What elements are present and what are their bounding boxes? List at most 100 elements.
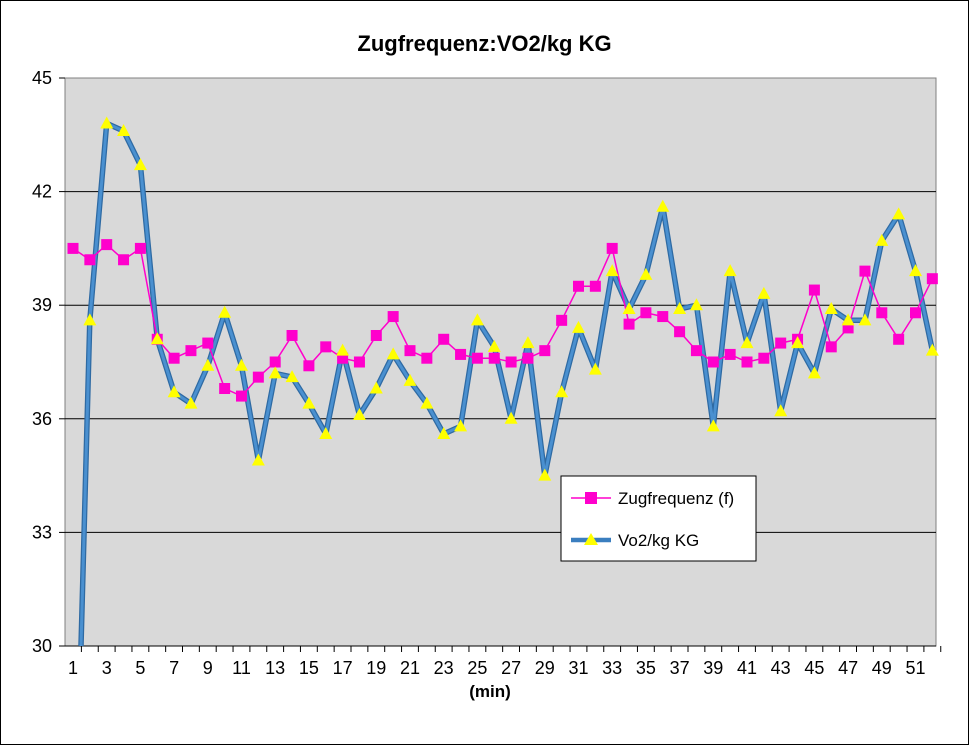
zugfrequenz-point-46 [825, 341, 837, 353]
zugfrequenz-point-19 [370, 329, 382, 341]
vo2-point-40 [723, 264, 737, 277]
vo2-point-24 [454, 419, 468, 432]
x-axis-label: (min) [469, 682, 511, 701]
x-tick-label-43: 43 [771, 658, 791, 678]
vo2-point-35 [639, 267, 653, 280]
zugfrequenz-point-20 [387, 311, 399, 323]
vo2-point-34 [622, 301, 636, 314]
x-axis: 1 3 5 7 9 11 13 15 17 19 21 23 25 27 29 31 33 35 37 39 41 43 4… [65, 645, 942, 678]
zugfrequenz-point-42 [758, 352, 770, 364]
vo2-point-39 [706, 419, 720, 432]
zugfrequenz-point-26 [488, 352, 500, 364]
vo2-point-17 [336, 343, 350, 356]
vo2-point-30 [555, 385, 569, 398]
vo2-point-32 [588, 362, 602, 375]
zugfrequenz-point-31 [573, 280, 584, 292]
legend-marker-vo2 [584, 533, 598, 545]
zugfrequenz-point-22 [421, 352, 433, 364]
x-tick-label-33: 33 [602, 658, 622, 678]
y-tick-label-33: 33 [32, 522, 52, 542]
vo2-point-45 [807, 366, 821, 379]
vo2-point-9 [201, 358, 215, 371]
zugfrequenz-point-4 [118, 254, 130, 266]
zugfrequenz-point-5 [134, 242, 146, 254]
vo2-point-3 [100, 116, 114, 129]
x-tick-label-27: 27 [501, 658, 521, 678]
x-tick-label-25: 25 [467, 658, 487, 678]
zugfrequenz-point-30 [556, 314, 568, 326]
zugfrequenz-point-43 [775, 337, 787, 349]
zugfrequenz-point-24 [455, 348, 467, 360]
vo2-point-10 [218, 305, 232, 318]
zugfrequenz-point-40 [724, 348, 736, 360]
vo2-point-8 [184, 396, 198, 409]
vo2-point-25 [470, 313, 484, 326]
y-tick-label-36: 36 [32, 409, 52, 429]
vo2-point-29 [538, 468, 552, 481]
vo2-point-44 [791, 336, 805, 349]
x-tick-label-21: 21 [400, 658, 420, 678]
zugfrequenz-point-2 [84, 254, 96, 266]
x-tick-label-47: 47 [838, 658, 858, 678]
series-layer [67, 116, 939, 647]
vo2-point-50 [892, 207, 906, 220]
vo2-point-52 [925, 343, 939, 356]
zugfrequenz-point-36 [657, 311, 669, 323]
vo2-point-31 [572, 320, 585, 333]
zugfrequenz-point-17 [337, 352, 349, 364]
zugfrequenz-point-13 [269, 356, 281, 368]
vo2-point-47 [841, 313, 855, 326]
x-tick-label-7: 7 [169, 658, 179, 678]
y-tick-label-39: 39 [32, 295, 52, 315]
zugfrequenz-point-7 [168, 352, 180, 364]
vo2-point-49 [875, 233, 889, 246]
x-tick-label-49: 49 [872, 658, 892, 678]
vo2-point-6 [150, 332, 164, 345]
x-tick-label-51: 51 [905, 658, 925, 678]
legend-box [560, 475, 757, 562]
vo2-point-38 [689, 298, 703, 311]
vo2-point-42 [757, 286, 771, 299]
zugfrequenz-point-52 [926, 273, 938, 285]
x-tick-label-39: 39 [703, 658, 723, 678]
x-tick-label-3: 3 [102, 658, 112, 678]
vo2-point-13 [268, 366, 282, 379]
vo2-point-4 [117, 124, 131, 137]
vo2-point-18 [352, 408, 366, 421]
zugfrequenz-point-25 [471, 352, 483, 364]
zugfrequenz-point-39 [707, 356, 719, 368]
zugfrequenz-point-9 [202, 337, 214, 349]
legend-label-zugfrequenz: Zugfrequenz (f) [618, 489, 734, 508]
y-tick-label-45: 45 [32, 68, 52, 88]
x-tick-label-35: 35 [636, 658, 656, 678]
zugfrequenz-point-35 [640, 307, 652, 319]
x-tick-label-17: 17 [333, 658, 353, 678]
x-tick-label-31: 31 [568, 658, 588, 678]
zugfrequenz-point-1 [67, 242, 79, 254]
vo2-point-15 [302, 396, 316, 409]
vo2-point-26 [487, 339, 501, 352]
zugfrequenz-point-49 [876, 307, 888, 319]
vo2-point-23 [437, 426, 451, 439]
vo2-point-7 [167, 385, 181, 398]
vo2-point-19 [369, 381, 383, 394]
zugfrequenz-point-50 [893, 333, 905, 345]
vo2-point-20 [386, 347, 400, 360]
zugfrequenz-point-8 [185, 345, 197, 357]
vo2-point-11 [235, 358, 248, 371]
zugfrequenz-point-41 [741, 356, 753, 368]
zugfrequenz-point-29 [539, 345, 551, 357]
zugfrequenz-point-34 [623, 318, 635, 330]
vo2-point-22 [420, 396, 434, 409]
zugfrequenz-point-23 [438, 333, 450, 345]
vo2-point-48 [858, 313, 872, 326]
vo2-point-46 [824, 301, 838, 314]
vo2-point-21 [403, 373, 417, 386]
vo2-point-27 [504, 411, 518, 424]
zugfrequenz-point-3 [101, 239, 113, 251]
zugfrequenz-point-11 [236, 390, 247, 402]
zugfrequenz-point-48 [859, 265, 871, 277]
x-tick-label-1: 1 [68, 658, 78, 678]
zugfrequenz-point-10 [219, 383, 231, 395]
y-tick-label-30: 30 [32, 636, 52, 656]
